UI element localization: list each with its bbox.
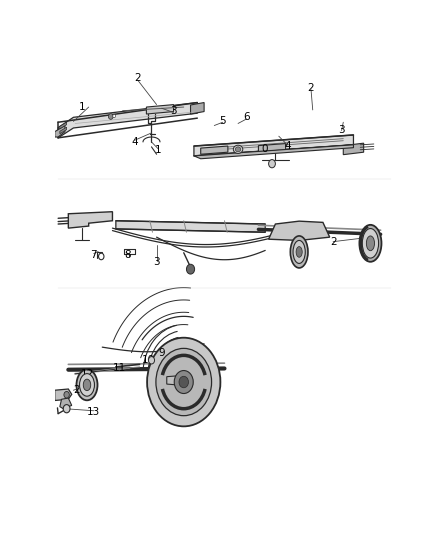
- Text: 12: 12: [80, 369, 94, 379]
- Text: 8: 8: [124, 250, 131, 260]
- Polygon shape: [58, 102, 197, 138]
- Ellipse shape: [293, 240, 305, 263]
- Polygon shape: [201, 146, 228, 154]
- Text: 2: 2: [330, 238, 336, 247]
- Text: 4: 4: [284, 141, 290, 151]
- Ellipse shape: [235, 147, 241, 152]
- Text: 3: 3: [170, 106, 177, 116]
- Circle shape: [187, 264, 194, 274]
- Polygon shape: [60, 398, 72, 409]
- Circle shape: [108, 114, 113, 119]
- Text: 3: 3: [338, 125, 345, 135]
- Circle shape: [268, 159, 276, 168]
- Text: 2: 2: [74, 385, 80, 395]
- Text: 3: 3: [186, 395, 192, 406]
- Polygon shape: [60, 122, 67, 129]
- Text: 2: 2: [134, 74, 141, 83]
- Circle shape: [174, 370, 193, 393]
- Polygon shape: [68, 212, 113, 228]
- Text: 13: 13: [87, 407, 100, 417]
- Circle shape: [113, 115, 116, 118]
- Text: 2: 2: [308, 83, 314, 93]
- Polygon shape: [55, 389, 72, 400]
- Text: 3: 3: [153, 257, 160, 267]
- Ellipse shape: [360, 225, 381, 262]
- Circle shape: [179, 376, 188, 388]
- Text: 1: 1: [155, 145, 162, 155]
- Polygon shape: [60, 127, 67, 134]
- Circle shape: [63, 405, 70, 413]
- Ellipse shape: [77, 369, 98, 400]
- Ellipse shape: [233, 145, 243, 154]
- Text: 1: 1: [78, 102, 85, 112]
- Polygon shape: [167, 376, 184, 385]
- Ellipse shape: [362, 229, 378, 258]
- Text: 6: 6: [243, 112, 250, 122]
- Text: 5: 5: [219, 116, 226, 126]
- Polygon shape: [194, 135, 353, 156]
- Text: 0: 0: [261, 144, 268, 154]
- Ellipse shape: [80, 374, 95, 396]
- Text: 9: 9: [159, 348, 165, 358]
- Ellipse shape: [296, 247, 302, 257]
- Circle shape: [156, 349, 212, 416]
- Polygon shape: [343, 143, 364, 155]
- Ellipse shape: [83, 379, 91, 391]
- Polygon shape: [268, 221, 330, 240]
- Text: 7: 7: [91, 250, 97, 260]
- Text: 10: 10: [141, 356, 155, 365]
- Polygon shape: [146, 104, 173, 114]
- Polygon shape: [194, 145, 353, 159]
- Polygon shape: [258, 143, 286, 152]
- Ellipse shape: [290, 236, 308, 268]
- Text: 11: 11: [113, 364, 126, 374]
- Circle shape: [64, 391, 69, 398]
- Ellipse shape: [366, 236, 374, 251]
- Text: 4: 4: [131, 137, 138, 147]
- Circle shape: [148, 357, 155, 364]
- Circle shape: [147, 338, 220, 426]
- Polygon shape: [116, 221, 265, 232]
- Polygon shape: [55, 126, 65, 137]
- Polygon shape: [191, 102, 204, 114]
